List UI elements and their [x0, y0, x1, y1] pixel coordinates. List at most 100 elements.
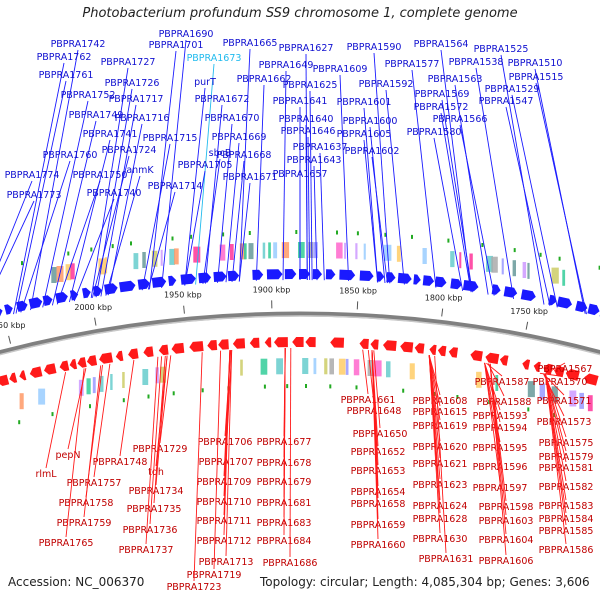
forward-gene-label: PBPRA1601: [337, 97, 392, 108]
reverse-gene-label: rlmL: [35, 469, 57, 480]
feature-block: [122, 372, 125, 388]
reverse-gene-label: PBPRA1748: [93, 457, 148, 468]
forward-gene-arrow: [82, 287, 91, 299]
feature-block: [133, 253, 139, 270]
feature-block: [373, 360, 382, 377]
marker: [18, 420, 21, 425]
forward-leader-line: [385, 89, 405, 285]
forward-leader-line: [204, 104, 223, 284]
forward-leader-line: [505, 106, 551, 306]
reverse-gene-arrow: [522, 359, 531, 370]
forward-gene-label: PBPRA1715: [143, 133, 198, 144]
reverse-leader-line: [213, 350, 222, 570]
feature-block: [229, 244, 234, 260]
feature-block: [363, 243, 366, 260]
reverse-leader-line: [434, 355, 447, 554]
forward-gene-label: PBPRA1750: [73, 170, 128, 181]
forward-gene-arrow: [312, 269, 322, 280]
forward-leader-line: [20, 160, 71, 313]
forward-gene-arrow: [587, 303, 600, 316]
feature-block: [459, 252, 462, 269]
forward-gene-arrow: [520, 289, 536, 301]
reverse-gene-label: PBPRA1661: [341, 395, 396, 406]
reverse-leader-line: [193, 352, 203, 582]
forward-gene-label: PBPRA1580: [407, 127, 462, 138]
forward-leader-line: [141, 143, 171, 291]
scale-tick: [183, 305, 185, 314]
marker: [411, 234, 413, 239]
forward-gene-label: PBPRA1510: [508, 58, 563, 69]
forward-gene-arrow: [548, 294, 557, 306]
forward-gene-arrow: [325, 269, 336, 280]
reverse-gene-label: PBPRA1630: [413, 534, 468, 545]
reverse-gene-label: PBPRA1713: [199, 557, 254, 568]
reverse-leader-line: [119, 359, 135, 457]
feature-block: [587, 395, 593, 412]
forward-gene-arrow: [0, 308, 3, 317]
forward-leader-line: [309, 90, 313, 281]
marker: [21, 261, 23, 266]
reverse-gene-label: PBPRA1758: [59, 498, 114, 509]
forward-gene-label: PBPRA1671: [223, 172, 278, 183]
forward-gene-arrow: [422, 275, 435, 286]
marker: [172, 391, 175, 396]
reverse-gene-label: PBPRA1736: [123, 525, 178, 536]
reverse-leader-line: [159, 355, 172, 444]
reverse-leader-line: [149, 356, 163, 525]
forward-leader-line: [313, 165, 318, 281]
feature-block: [336, 242, 343, 259]
accession-text: Accession: NC_006370: [8, 575, 145, 589]
marker: [336, 230, 338, 235]
reverse-leader-line: [544, 362, 566, 375]
reverse-gene-label: PBPRA1759: [57, 518, 112, 529]
marker: [552, 413, 555, 418]
forward-gene-label: PBPRA1727: [101, 57, 156, 68]
forward-gene-label: PBPRA1566: [433, 114, 488, 125]
reverse-leader-line: [83, 365, 102, 518]
feature-block: [99, 375, 104, 392]
forward-gene-arrow: [434, 276, 447, 288]
feature-block: [344, 242, 347, 259]
marker: [190, 234, 193, 239]
reverse-gene-label: PBPRA1567: [538, 364, 593, 375]
forward-gene-label: PBPRA1640: [279, 114, 334, 125]
forward-leader-line: [319, 152, 325, 281]
marker: [305, 384, 307, 388]
reverse-gene-label: PBPRA1684: [257, 536, 312, 547]
feature-block: [248, 243, 254, 260]
reverse-gene-label: PBPRA1621: [413, 459, 468, 470]
forward-gene-label: PBPRA1657: [273, 169, 328, 180]
forward-gene-label: sbcB: [209, 148, 232, 159]
reverse-gene-arrow: [264, 337, 272, 348]
scale-label: 1900 kbp: [253, 285, 291, 294]
feature-block: [38, 388, 46, 405]
forward-gene-label: PBPRA1717: [109, 94, 164, 105]
feature-block: [551, 386, 558, 403]
reverse-gene-label: PBPRA1729: [133, 444, 188, 455]
forward-gene-arrow: [397, 272, 412, 284]
reverse-gene-arrow: [292, 337, 304, 347]
forward-gene-label: PBPRA1529: [485, 84, 540, 95]
reverse-gene-arrow: [69, 358, 78, 370]
reverse-gene-arrow: [499, 355, 509, 366]
forward-leader-line: [305, 124, 308, 281]
marker: [90, 247, 93, 252]
reverse-gene-label: PBPRA1588: [477, 397, 532, 408]
reverse-gene-label: PBPRA1573: [537, 417, 592, 428]
feature-block: [579, 392, 584, 409]
forward-gene-label: PBPRA1760: [43, 150, 98, 161]
reverse-gene-arrow: [400, 341, 414, 353]
forward-gene-arrow: [252, 269, 264, 280]
reverse-leader-line: [223, 350, 231, 536]
forward-gene-arrow: [339, 269, 356, 281]
forward-gene-label: PBPRA1641: [273, 96, 328, 107]
forward-gene-label: purT: [194, 77, 216, 88]
forward-leader-line: [217, 123, 233, 283]
marker: [356, 231, 359, 236]
forward-leader-line: [147, 191, 176, 290]
forward-leader-line: [454, 84, 489, 295]
marker: [111, 244, 114, 249]
forward-gene-label: PBPRA1563: [428, 74, 483, 85]
reverse-gene-label: PBPRA1604: [479, 535, 534, 546]
feature-block: [240, 359, 243, 376]
